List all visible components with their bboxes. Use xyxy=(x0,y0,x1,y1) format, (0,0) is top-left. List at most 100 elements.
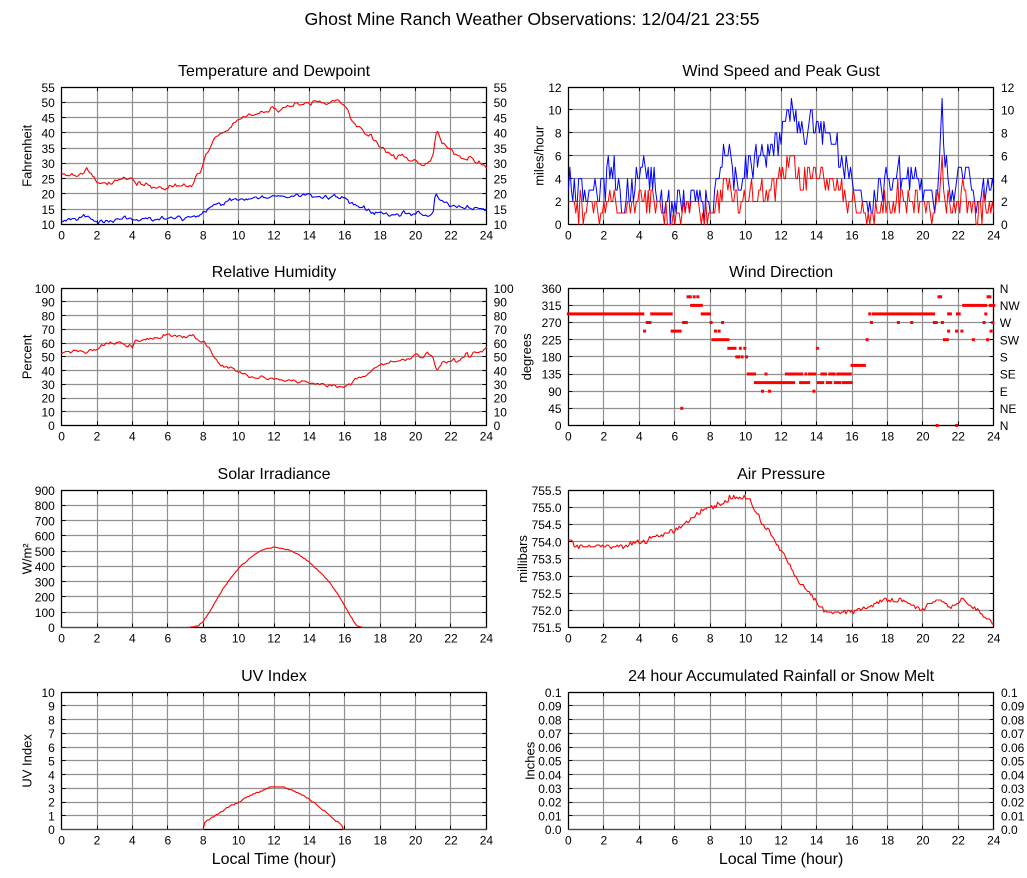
svg-text:6: 6 xyxy=(48,741,55,755)
svg-text:6: 6 xyxy=(1001,149,1008,163)
svg-text:16: 16 xyxy=(338,834,352,848)
svg-text:Wind Speed and Peak Gust: Wind Speed and Peak Gust xyxy=(682,63,880,80)
svg-text:0: 0 xyxy=(58,430,65,444)
svg-text:45: 45 xyxy=(494,111,508,125)
svg-text:0.05: 0.05 xyxy=(538,755,562,769)
svg-text:20: 20 xyxy=(409,632,423,646)
svg-text:NW: NW xyxy=(1000,299,1021,313)
svg-text:18: 18 xyxy=(881,430,895,444)
svg-text:millibars: millibars xyxy=(515,535,530,583)
svg-text:600: 600 xyxy=(35,530,55,544)
svg-text:15: 15 xyxy=(494,203,508,217)
svg-text:5: 5 xyxy=(48,755,55,769)
svg-text:0: 0 xyxy=(48,419,55,433)
svg-text:70: 70 xyxy=(41,323,55,337)
svg-text:6: 6 xyxy=(671,229,678,243)
svg-text:E: E xyxy=(1000,385,1008,399)
svg-text:20: 20 xyxy=(916,834,930,848)
svg-text:14: 14 xyxy=(303,834,317,848)
svg-text:45: 45 xyxy=(548,402,562,416)
svg-text:12: 12 xyxy=(267,229,281,243)
svg-text:22: 22 xyxy=(444,430,458,444)
svg-text:Ghost Mine Ranch Weather Obser: Ghost Mine Ranch Weather Observations: 1… xyxy=(305,9,760,29)
svg-text:1: 1 xyxy=(48,810,55,824)
svg-text:755.5: 755.5 xyxy=(532,484,562,498)
svg-text:UV Index: UV Index xyxy=(241,668,307,685)
svg-text:20: 20 xyxy=(494,392,508,406)
svg-text:14: 14 xyxy=(303,430,317,444)
svg-text:24: 24 xyxy=(480,229,494,243)
svg-text:8: 8 xyxy=(200,834,207,848)
svg-text:2: 2 xyxy=(94,430,101,444)
svg-text:12: 12 xyxy=(774,229,788,243)
svg-text:6: 6 xyxy=(164,834,171,848)
svg-text:0.01: 0.01 xyxy=(538,810,562,824)
svg-text:10: 10 xyxy=(232,834,246,848)
svg-text:60: 60 xyxy=(41,337,55,351)
svg-text:Percent: Percent xyxy=(20,334,35,379)
svg-text:35: 35 xyxy=(494,142,508,156)
svg-text:20: 20 xyxy=(41,188,55,202)
svg-text:753.5: 753.5 xyxy=(532,553,562,567)
svg-text:90: 90 xyxy=(41,296,55,310)
svg-text:14: 14 xyxy=(303,632,317,646)
svg-text:N: N xyxy=(1000,419,1009,433)
svg-text:10: 10 xyxy=(1001,104,1015,118)
svg-text:90: 90 xyxy=(548,385,562,399)
svg-text:8: 8 xyxy=(1001,127,1008,141)
svg-text:12: 12 xyxy=(267,834,281,848)
svg-text:2: 2 xyxy=(94,834,101,848)
svg-text:40: 40 xyxy=(494,127,508,141)
svg-text:2: 2 xyxy=(94,229,101,243)
svg-text:2: 2 xyxy=(555,195,562,209)
svg-text:0: 0 xyxy=(48,621,55,635)
svg-text:0: 0 xyxy=(555,218,562,232)
svg-text:0.01: 0.01 xyxy=(1001,810,1025,824)
svg-text:Local Time (hour): Local Time (hour) xyxy=(719,851,844,868)
svg-text:18: 18 xyxy=(374,430,388,444)
svg-text:4: 4 xyxy=(1001,172,1008,186)
svg-text:S: S xyxy=(1000,351,1008,365)
svg-text:0: 0 xyxy=(58,632,65,646)
svg-text:10: 10 xyxy=(739,430,753,444)
svg-text:Local Time (hour): Local Time (hour) xyxy=(212,851,337,868)
svg-text:8: 8 xyxy=(707,834,714,848)
svg-text:14: 14 xyxy=(810,834,824,848)
svg-text:0.1: 0.1 xyxy=(1001,686,1018,700)
svg-text:60: 60 xyxy=(494,337,508,351)
svg-text:20: 20 xyxy=(916,632,930,646)
svg-text:20: 20 xyxy=(916,229,930,243)
svg-text:6: 6 xyxy=(555,149,562,163)
svg-text:0.06: 0.06 xyxy=(1001,741,1025,755)
svg-text:752.0: 752.0 xyxy=(532,604,562,618)
svg-text:8: 8 xyxy=(707,632,714,646)
svg-text:W: W xyxy=(1000,316,1012,330)
svg-text:SW: SW xyxy=(1000,333,1020,347)
svg-text:0.07: 0.07 xyxy=(538,727,562,741)
svg-text:754.5: 754.5 xyxy=(532,518,562,532)
svg-text:10: 10 xyxy=(739,229,753,243)
svg-text:100: 100 xyxy=(35,282,55,296)
svg-text:12: 12 xyxy=(774,632,788,646)
svg-text:300: 300 xyxy=(35,575,55,589)
svg-text:2: 2 xyxy=(94,632,101,646)
svg-text:2: 2 xyxy=(48,796,55,810)
svg-text:18: 18 xyxy=(374,834,388,848)
svg-text:4: 4 xyxy=(129,632,136,646)
svg-text:25: 25 xyxy=(494,172,508,186)
svg-text:360: 360 xyxy=(542,282,562,296)
svg-text:40: 40 xyxy=(494,364,508,378)
svg-text:20: 20 xyxy=(916,430,930,444)
svg-text:135: 135 xyxy=(542,368,562,382)
svg-text:30: 30 xyxy=(494,378,508,392)
svg-text:0.02: 0.02 xyxy=(538,796,562,810)
svg-text:Wind Direction: Wind Direction xyxy=(729,264,833,281)
svg-text:754.0: 754.0 xyxy=(532,535,562,549)
svg-text:40: 40 xyxy=(41,127,55,141)
svg-text:12: 12 xyxy=(774,430,788,444)
svg-text:20: 20 xyxy=(409,430,423,444)
svg-text:24 hour Accumulated Rainfall o: 24 hour Accumulated Rainfall or Snow Mel… xyxy=(628,668,934,685)
svg-text:100: 100 xyxy=(35,606,55,620)
svg-text:22: 22 xyxy=(952,229,966,243)
svg-text:2: 2 xyxy=(601,229,608,243)
